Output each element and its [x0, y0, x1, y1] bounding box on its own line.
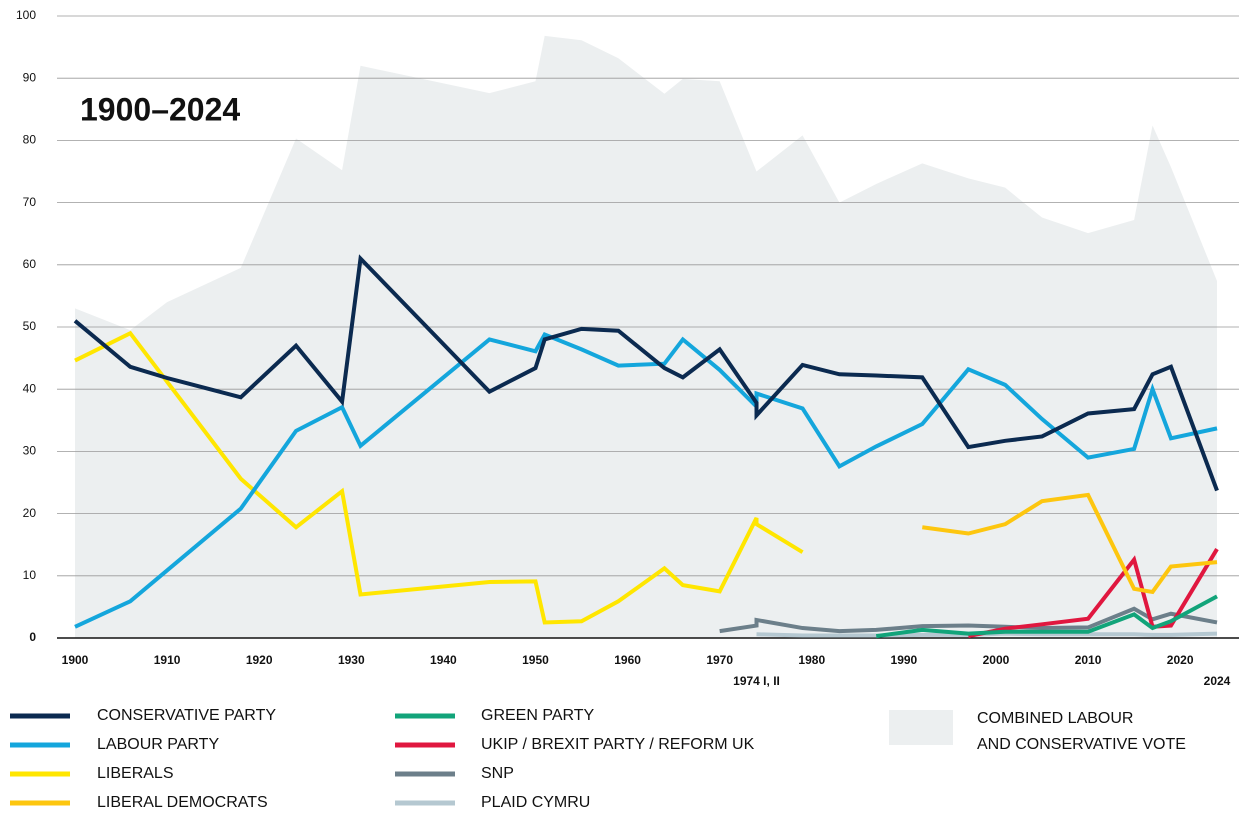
legend-label: LIBERAL DEMOCRATS	[97, 794, 268, 811]
series-line	[74, 331, 1218, 629]
plot	[57, 15, 1239, 639]
x-tick-label: 1920	[246, 653, 273, 667]
series-line	[719, 606, 1218, 634]
legend-swatch	[889, 710, 953, 745]
combined-area	[75, 35, 1217, 639]
legend-label: CONSERVATIVE PARTY	[97, 707, 276, 724]
x-tick-label: 1980	[798, 653, 825, 667]
series-line	[967, 548, 1219, 639]
y-tick-label: 20	[23, 506, 37, 520]
x-tick-label: 1960	[614, 653, 641, 667]
series-line	[922, 492, 1218, 595]
legend-label: UKIP / BREXIT PARTY / REFORM UK	[481, 736, 755, 753]
chart-title: 1900–2024	[80, 91, 240, 127]
series-line	[73, 254, 1219, 492]
y-tick-label: 40	[23, 381, 37, 395]
y-tick-label: 90	[23, 70, 37, 84]
y-tick-label: 30	[23, 444, 37, 458]
y-tick-label: 70	[23, 195, 37, 209]
y-tick-label: 0	[29, 630, 36, 644]
y-tick-label: 10	[23, 568, 37, 582]
legend-label: COMBINED LABOUR	[977, 710, 1133, 727]
y-tick-label: 60	[23, 257, 37, 271]
legend-label: LABOUR PARTY	[97, 736, 219, 753]
y-tick-label: 50	[23, 319, 37, 333]
y-tick-label: 100	[16, 8, 36, 22]
x-tick-label: 1990	[891, 653, 918, 667]
x-tick-label: 2000	[983, 653, 1010, 667]
series-line	[74, 330, 804, 625]
x-tick-label: 1940	[430, 653, 457, 667]
x-tick-label: 2020	[1167, 653, 1194, 667]
x-tick-label: 1930	[338, 653, 365, 667]
legend-label: AND CONSERVATIVE VOTE	[977, 736, 1186, 753]
x-tick-label: 1970	[706, 653, 733, 667]
x-tick-label: 2024	[1204, 674, 1231, 688]
legend-label: LIBERALS	[97, 765, 173, 782]
legend-label: PLAID CYMRU	[481, 794, 590, 811]
x-tick-label: 1974 I, II	[733, 674, 780, 688]
y-tick-label: 80	[23, 133, 37, 147]
series-line	[875, 594, 1218, 639]
x-tick-label: 2010	[1075, 653, 1102, 667]
x-tick-label: 1910	[154, 653, 181, 667]
x-tick-label: 1950	[522, 653, 549, 667]
legend-label: GREEN PARTY	[481, 707, 595, 724]
x-tick-label: 1900	[62, 653, 89, 667]
legend-label: SNP	[481, 765, 514, 782]
